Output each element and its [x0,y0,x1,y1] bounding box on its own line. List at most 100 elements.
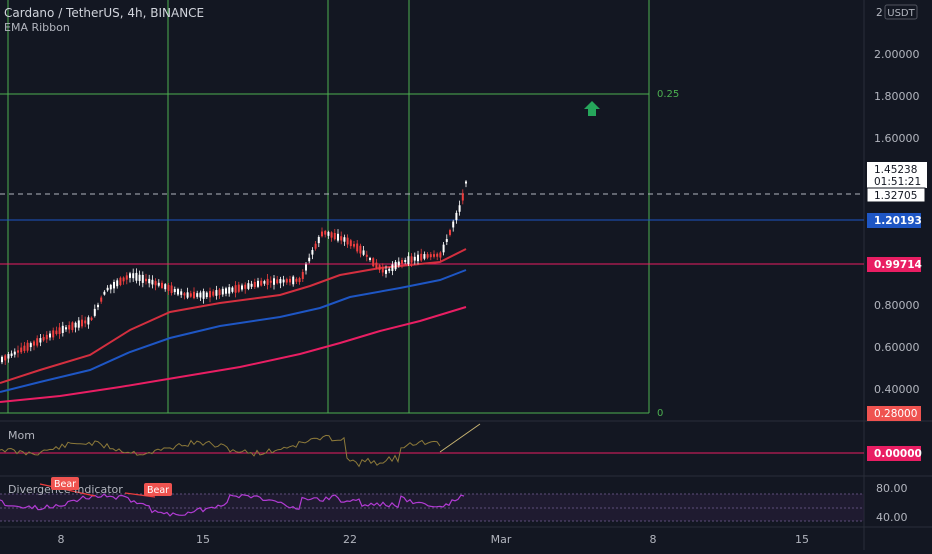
candle-body [289,278,291,283]
bar-countdown: 01:51:21 [874,176,921,188]
candle-body [209,291,211,298]
dashed-level-bg [866,187,926,203]
candle-body [333,233,336,240]
candle-body [327,231,330,236]
candle-body [138,274,141,281]
candle-body [378,265,381,270]
candle-body [177,289,179,295]
time-axis[interactable]: 8 15 22 Mar 8 15 [58,533,810,546]
candle-body [359,245,362,254]
candle-body [311,250,314,255]
candle-body [381,267,384,273]
candle-body [84,320,87,324]
candle-body [433,254,435,257]
candle-body [442,244,445,253]
mom-value: 0.00000 [874,448,922,460]
fib-label-0: 0 [657,408,663,419]
candle-body [439,252,442,258]
fib-label-025: 0.25 [657,89,679,100]
current-price-bg [867,162,927,188]
candle-body [161,282,163,288]
candle-body [109,284,112,290]
candle-body [10,353,13,356]
candle-body [42,337,45,341]
candle-body [445,239,448,242]
bear-badge-2[interactable]: Bear [144,483,172,496]
bear-badge-label: Bear [147,485,169,496]
candle-body [61,325,64,333]
price-tick: 0.60000 [874,341,920,354]
currency-badge[interactable] [884,4,918,20]
candle-body [436,253,439,257]
currency-label: USDT [887,8,915,19]
candle-body [295,278,298,282]
bear-badge-1[interactable]: Bear [51,477,79,490]
blue-level-tag: 1.20193 [867,213,922,228]
candle-body [356,243,359,252]
dashed-level-tag: 1.32705 [866,187,926,203]
ema-mid-line [0,269,467,393]
candle-body [100,297,103,302]
price-tick: 1.60000 [874,132,920,145]
candle-body [324,230,327,235]
candle-body [125,275,128,280]
symbol-title[interactable]: Cardano / TetherUS, 4h, BINANCE [4,6,204,20]
candle-body [26,342,29,351]
candle-body [23,345,26,351]
mom-value-bg [867,446,921,461]
candle-body [87,317,90,325]
candle-body [17,350,19,353]
red-level-value: 0.99714 [874,259,922,271]
price-tick: 0.40000 [874,383,920,396]
candle-body [74,322,77,328]
candle-body [33,341,35,346]
blue-level-value: 1.20193 [874,215,922,227]
candle-body [196,293,199,297]
candle-body [193,291,195,299]
candle-body [65,327,67,330]
candle-body [148,278,151,284]
candle-body [362,250,365,255]
candle-body [429,254,432,258]
candle-body [452,221,455,228]
price-scale[interactable]: 2 USDT 2.00000 1.80000 1.60000 0.80000 0… [874,4,920,396]
candle-body [365,254,368,257]
candle-body [317,236,320,244]
candle-body [157,282,160,286]
candle-body [154,281,157,286]
candle-body [122,277,125,282]
candle-body [186,292,189,298]
candle-body [369,257,371,261]
candle-body [103,291,106,295]
candle-body [250,283,253,287]
blue-level-bg [867,213,921,228]
indicator-title[interactable]: EMA Ribbon [4,21,70,34]
candle-body [455,212,458,221]
candle-body [401,260,403,264]
price-tick: 1.80000 [874,90,920,103]
candle-body [68,325,71,330]
candle-body [141,274,144,283]
candle-body [273,278,275,285]
candle-body [353,244,355,247]
price-tick-top: 2 [876,7,883,19]
candle-body [349,240,352,247]
candle-body [212,291,215,296]
candlestick-series[interactable] [1,180,467,365]
time-label: 22 [343,533,357,546]
candle-body [119,277,122,286]
candle-body [420,253,423,261]
candle-body [266,278,269,285]
candle-body [93,308,96,316]
candle-body [90,317,93,320]
red-level-tag: 0.99714 [867,257,922,272]
candle-body [330,232,333,238]
fib-grid-lines[interactable] [0,0,650,414]
price-tick: 0.80000 [874,299,920,312]
time-label: 15 [196,533,210,546]
candle-body [231,287,234,292]
candle-body [215,290,218,296]
mom-trend-line [439,423,481,453]
arrow-up-icon[interactable] [584,101,600,116]
